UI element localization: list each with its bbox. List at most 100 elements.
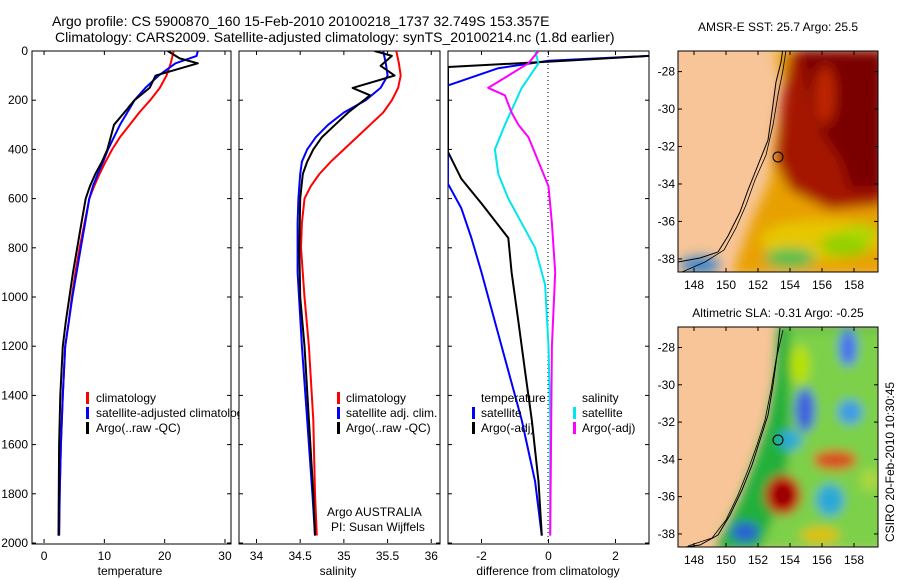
y-tick-label: 600 <box>8 192 28 206</box>
series-line-argo-raw-qc <box>57 51 199 536</box>
series-line-satellite-adj-clim <box>296 51 389 536</box>
sst-map-title: AMSR-E SST: 25.7 Argo: 25.5 <box>698 20 858 34</box>
map-x-tick-label: 158 <box>844 278 864 292</box>
salinity-legend: climatology satellite adj. clim. Argo(..… <box>337 391 437 435</box>
map-y-tick-label: -32 <box>658 415 676 429</box>
legend-label-satellite: satellite adj. clim. <box>346 406 437 420</box>
difference-xlabel: difference from climatology <box>476 564 619 578</box>
map-y-tick-label: -32 <box>658 140 676 154</box>
salinity-series <box>296 51 402 536</box>
y-tick-label: 0 <box>21 44 28 58</box>
x-tick-label: 30 <box>218 549 232 563</box>
temperature-series <box>57 51 199 536</box>
x-tick-label: 2 <box>612 549 619 563</box>
sla-map-frame <box>677 326 879 548</box>
temperature-legend: climatology satellite-adjusted climatolo… <box>86 391 249 435</box>
map-y-tick-label: -34 <box>658 452 676 466</box>
legend-label-satellite: satellite-adjusted climatology <box>96 406 249 420</box>
sst-ocean-field <box>680 51 878 272</box>
argo-float-marker <box>772 151 784 163</box>
x-tick-label: 35 <box>337 549 351 563</box>
difference-series <box>448 51 649 536</box>
map-y-tick-label: -28 <box>658 341 676 355</box>
series-line-climatology <box>300 51 402 536</box>
map-x-tick-label: 154 <box>780 553 800 567</box>
series-line-satellite-adjusted-climatology <box>58 51 199 536</box>
credit-line-1: Argo AUSTRALIA <box>327 505 422 519</box>
x-tick-label: 36 <box>425 549 439 563</box>
map-y-tick-label: -34 <box>658 177 676 191</box>
legend-swatch-temp-satellite <box>472 407 475 419</box>
map-y-tick-label: -30 <box>658 102 676 116</box>
y-tick-label: 2000 <box>1 536 28 550</box>
salinity-ticks: 34 34.5 35 35.5 36 <box>239 50 440 563</box>
legend-swatch-sal-argo <box>573 422 576 434</box>
legend-label-climatology: climatology <box>96 391 156 405</box>
sla-map-title: Altimetric SLA: -0.31 Argo: -0.25 <box>692 306 864 320</box>
sst-map-field <box>678 51 878 272</box>
y-tick-label: 1800 <box>1 487 28 501</box>
y-tick-label: 1000 <box>1 290 28 304</box>
series-line-argo-raw-qc <box>298 51 396 536</box>
depth-contour <box>681 51 787 272</box>
legend-swatch-sal-satellite <box>573 407 576 419</box>
sst-map-ticks: 148 150 152 154 156 158 -28 -30 -32 -34 -36 -38 <box>658 51 878 292</box>
coastline <box>678 51 784 272</box>
temperature-panel: 0 10 20 30 0 200 400 600 800 1000 1200 1400 1600 1800… <box>1 44 249 578</box>
y-tick-label: 1200 <box>1 339 28 353</box>
x-tick-label: 0 <box>545 549 552 563</box>
legend-swatch-climatology <box>86 392 89 404</box>
map-x-tick-label: 148 <box>684 553 704 567</box>
salinity-panel: 34 34.5 35 35.5 36 salinity climatology sate… <box>238 50 441 578</box>
x-tick-label: 20 <box>158 549 172 563</box>
difference-ticks: -2 0 2 <box>448 50 649 563</box>
series-line-temperature-argo-adj <box>448 54 649 536</box>
map-y-tick-label: -38 <box>658 527 676 541</box>
map-y-tick-label: -36 <box>658 214 676 228</box>
legend-swatch-climatology <box>337 392 340 404</box>
x-tick-label: 34 <box>250 549 264 563</box>
map-x-tick-label: 150 <box>716 553 736 567</box>
difference-legend: temperature satellite Argo(-adj) salinit… <box>472 391 635 435</box>
temperature-axes-frame <box>31 50 232 545</box>
legend-label-temp-argo: Argo(-adj) <box>481 421 534 435</box>
series-line-temperature-satellite <box>448 54 649 536</box>
sla-map-ticks: 148 150 152 154 156 158 -28 -30 -32 -34 -36 -38 <box>658 327 878 567</box>
legend-label-argo: Argo(..raw -QC) <box>346 421 431 435</box>
header-line-2: Climatology: CARS2009. Satellite-adjuste… <box>55 29 615 45</box>
map-x-tick-label: 158 <box>844 553 864 567</box>
x-tick-label: -2 <box>476 549 487 563</box>
map-x-tick-label: 154 <box>780 278 800 292</box>
legend-swatch-satellite <box>337 407 340 419</box>
series-line-salinity-satellite <box>493 51 552 536</box>
argo-float-marker <box>772 434 784 446</box>
y-tick-label: 1600 <box>1 438 28 452</box>
depth-contour <box>687 329 784 547</box>
x-tick-label: 34.5 <box>288 549 312 563</box>
sla-map-panel: Altimetric SLA: -0.31 Argo: -0.25 <box>658 306 879 567</box>
y-tick-label: 400 <box>8 142 28 156</box>
x-tick-label: 0 <box>41 549 48 563</box>
salinity-axes-frame <box>238 50 441 545</box>
header-line-1: Argo profile: CS 5900870_160 15-Feb-2010… <box>52 13 549 29</box>
legend-title-temperature: temperature <box>481 391 546 405</box>
legend-swatch-satellite <box>86 407 89 419</box>
legend-label-sal-argo: Argo(-adj) <box>582 421 635 435</box>
x-tick-label: 10 <box>98 549 112 563</box>
y-tick-label: 200 <box>8 93 28 107</box>
map-y-tick-label: -30 <box>658 378 676 392</box>
map-x-tick-label: 156 <box>812 553 832 567</box>
difference-panel: -2 0 2 difference from climatology tempera… <box>447 50 650 578</box>
legend-swatch-argo <box>86 422 89 434</box>
map-x-tick-label: 150 <box>716 278 736 292</box>
x-tick-label: 35.5 <box>376 549 400 563</box>
sla-map-field <box>678 327 878 547</box>
legend-title-salinity: salinity <box>582 391 619 405</box>
map-x-tick-label: 148 <box>684 278 704 292</box>
map-x-tick-label: 156 <box>812 278 832 292</box>
temperature-xlabel: temperature <box>98 564 163 578</box>
y-tick-label: 800 <box>8 241 28 255</box>
y-tick-label: 1400 <box>1 388 28 402</box>
legend-label-climatology: climatology <box>346 391 406 405</box>
